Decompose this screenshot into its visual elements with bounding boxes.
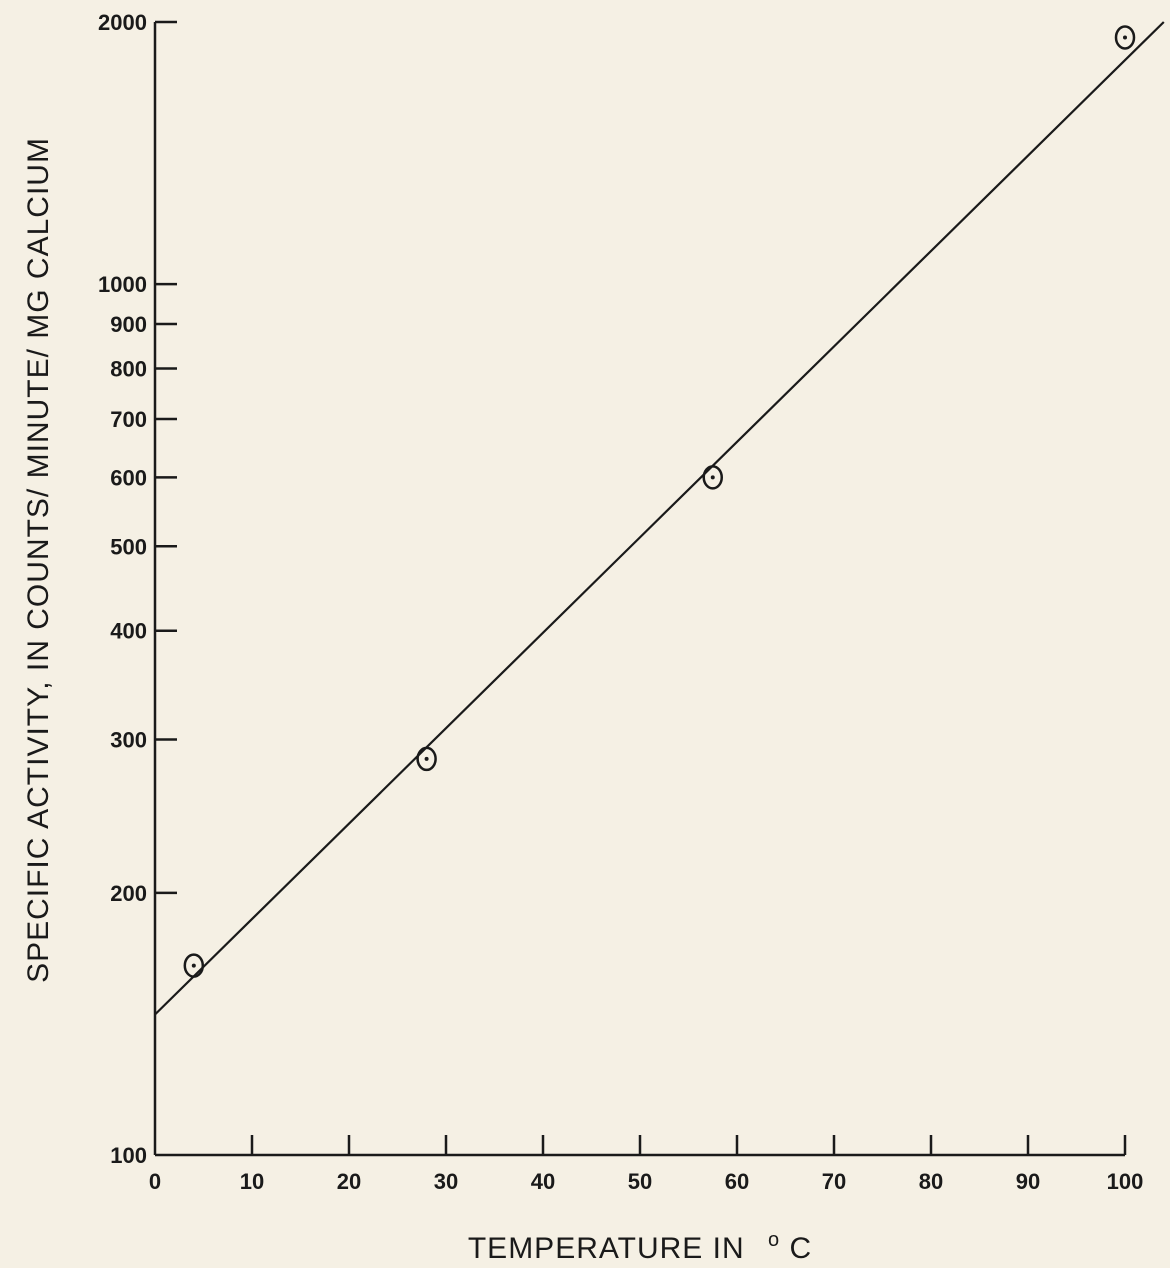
- y-tick-label: 1000: [98, 272, 147, 297]
- data-point-ring: [702, 465, 723, 490]
- x-tick-label: 50: [628, 1169, 652, 1194]
- data-point-ring: [183, 953, 205, 978]
- x-tick-label: 20: [337, 1169, 361, 1194]
- data-point-dot: [1123, 35, 1127, 40]
- fit-line-group: [154, 21, 1165, 1016]
- data-point-ring: [416, 746, 437, 772]
- data-point: [183, 953, 205, 978]
- x-axis-ticks: 0 10 20 30 40 50 60 70 80 90 100: [149, 1135, 1143, 1194]
- y-tick-label: 400: [110, 619, 147, 644]
- y-tick-label: 900: [110, 312, 147, 337]
- y-tick-label: 300: [110, 727, 147, 752]
- data-point: [416, 746, 437, 772]
- fit-line: [154, 21, 1165, 1016]
- y-tick-label: 100: [110, 1143, 147, 1168]
- x-tick-label: 100: [1107, 1169, 1144, 1194]
- x-axis-title: TEMPERATURE IN o C: [468, 1220, 812, 1265]
- x-axis-title-unit-sup: o: [768, 1229, 780, 1251]
- y-tick-label: 700: [110, 407, 147, 432]
- y-axis-title: SPECIFIC ACTIVITY, IN COUNTS/ MINUTE/ MG…: [22, 137, 55, 983]
- data-point: [702, 465, 723, 490]
- y-tick-label: 200: [110, 881, 147, 906]
- y-tick-label: 500: [110, 534, 147, 559]
- data-point-dot: [710, 475, 715, 480]
- x-axis-title-unit: C: [789, 1232, 812, 1265]
- data-point: [1114, 25, 1136, 50]
- x-tick-label: 40: [531, 1169, 555, 1194]
- data-points: [183, 25, 1136, 978]
- y-axis-ticks: 100 200 300 400 500 600 700 800 900 1000 2000: [98, 10, 177, 1168]
- x-tick-label: 0: [149, 1169, 161, 1194]
- y-tick-label: 2000: [98, 10, 147, 35]
- axes: [153, 22, 1125, 1157]
- data-point-dot: [191, 963, 196, 968]
- x-tick-label: 10: [240, 1169, 264, 1194]
- y-tick-label: 600: [110, 465, 147, 490]
- y-tick-label: 800: [110, 357, 147, 382]
- data-point-ring: [1114, 25, 1136, 50]
- x-tick-label: 70: [822, 1169, 846, 1194]
- x-tick-label: 90: [1016, 1169, 1040, 1194]
- data-point-dot: [424, 756, 429, 761]
- x-tick-label: 80: [919, 1169, 943, 1194]
- x-tick-label: 60: [725, 1169, 749, 1194]
- x-axis-title-text: TEMPERATURE IN: [468, 1232, 745, 1265]
- x-tick-label: 30: [434, 1169, 458, 1194]
